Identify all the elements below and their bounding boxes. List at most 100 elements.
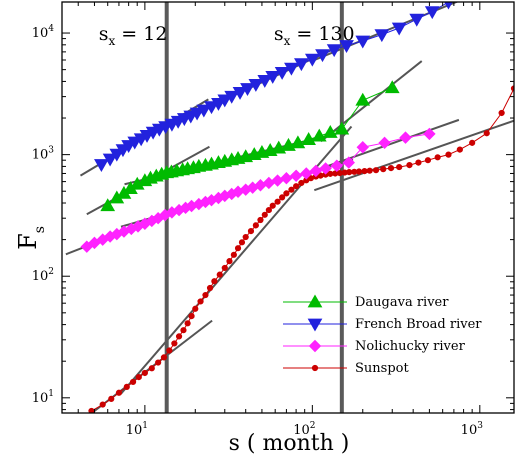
data-point-3-32	[261, 211, 268, 218]
data-point-1-38	[444, 2, 453, 10]
legend-label-0: Daugava river	[355, 295, 449, 310]
y-tick-label-exp: 1	[48, 389, 54, 399]
x-tick-label-base: 10	[461, 423, 478, 438]
legend-entry-2: Nolichucky river	[283, 339, 466, 354]
data-point-3-52	[355, 168, 363, 175]
data-point-3-63	[445, 151, 452, 158]
fit-line-3-2	[313, 119, 514, 192]
legend-label-2: Nolichucky river	[355, 339, 466, 354]
fit-line-0-2	[320, 60, 423, 143]
x-axis-title: s ( month )	[229, 431, 350, 456]
x-tick-label-1: 102	[293, 421, 315, 438]
data-point-3-58	[396, 163, 403, 171]
legend-marker-1	[307, 318, 323, 332]
data-point-2-27	[271, 174, 284, 187]
data-point-3-33	[265, 206, 272, 214]
data-point-3-37	[283, 190, 290, 197]
data-point-3-57	[387, 164, 395, 172]
data-point-0-29	[301, 132, 316, 145]
data-point-2-32	[319, 162, 332, 175]
data-point-3-19	[202, 291, 209, 299]
data-point-3-18	[197, 298, 204, 305]
data-point-3-24	[226, 258, 233, 265]
y-tick-label-base: 10	[32, 26, 49, 41]
data-point-2-28	[280, 171, 293, 185]
data-point-3-14	[180, 327, 187, 334]
data-point-3-35	[274, 198, 281, 205]
crossover-label-var: s	[274, 23, 284, 45]
data-point-1-30	[315, 49, 330, 63]
data-point-3-50	[346, 169, 353, 176]
data-point-1-22	[240, 83, 255, 96]
crossover-label-0: sx = 12	[99, 23, 168, 48]
data-point-3-34	[269, 202, 276, 209]
data-point-2-37	[399, 131, 412, 144]
data-point-3-27	[238, 239, 246, 246]
data-point-3-67	[498, 109, 505, 117]
data-point-3-25	[230, 251, 237, 258]
data-point-1-24	[257, 75, 273, 88]
data-point-3-65	[469, 139, 476, 146]
data-point-3-64	[456, 146, 463, 153]
data-point-1-1	[102, 153, 118, 167]
data-point-3-54	[366, 167, 373, 174]
x-tick-label-base: 10	[126, 423, 143, 438]
y-tick-label-1: 102	[32, 267, 54, 284]
crossover-label-1: sx = 130	[274, 23, 355, 48]
data-point-1-0	[94, 159, 109, 172]
series-1	[94, 2, 453, 172]
legend: Daugava river French Broad river Nolichuck…	[283, 294, 482, 376]
data-point-1-37	[424, 6, 440, 20]
data-point-1-33	[355, 35, 371, 49]
data-point-3-2	[108, 395, 115, 402]
data-point-3-40	[298, 179, 305, 187]
data-point-3-17	[192, 305, 199, 312]
x-tick-label-2: 103	[461, 421, 484, 438]
y-tick-label-exp: 2	[48, 267, 54, 277]
data-point-3-21	[211, 278, 218, 285]
data-point-3-28	[242, 233, 249, 241]
x-tick-label-exp: 3	[477, 421, 483, 431]
data-point-1-16	[196, 104, 212, 118]
data-point-3-6	[135, 374, 142, 381]
y-axis-title: Fs	[14, 226, 48, 250]
data-point-1-20	[224, 90, 240, 104]
data-point-3-8	[148, 365, 155, 372]
data-point-3-22	[216, 271, 223, 278]
data-point-1-32	[339, 40, 354, 53]
data-point-2-31	[309, 164, 323, 178]
data-point-0-0	[100, 198, 116, 212]
data-point-1-29	[304, 53, 320, 67]
crossover-annotations: sx = 12 sx = 130	[99, 23, 355, 48]
data-point-3-55	[372, 167, 380, 174]
y-tick-label-0: 101	[32, 389, 54, 406]
data-point-0-28	[290, 135, 306, 149]
crossover-label-var: s	[99, 23, 109, 45]
legend-marker-0	[307, 294, 323, 308]
data-point-3-23	[221, 264, 228, 272]
crossover-label-value: = 130	[290, 23, 354, 45]
x-tick-label-base: 10	[293, 423, 310, 438]
data-point-0-32	[334, 121, 350, 135]
y-axis-title-main: F	[14, 233, 42, 250]
data-point-3-56	[380, 166, 387, 173]
data-point-1-27	[284, 62, 299, 76]
data-point-3-5	[129, 378, 137, 386]
data-point-0-30	[311, 128, 327, 142]
data-point-2-33	[330, 159, 344, 172]
data-point-3-38	[288, 186, 295, 193]
data-point-3-39	[293, 183, 300, 190]
data-point-1-34	[374, 29, 390, 43]
data-point-1-19	[217, 94, 233, 108]
data-point-3-53	[361, 168, 368, 175]
data-point-1-28	[294, 58, 309, 72]
x-tick-label-0: 101	[126, 421, 148, 438]
data-point-1-21	[232, 87, 248, 100]
data-point-1-23	[248, 79, 264, 92]
data-point-3-30	[252, 222, 259, 229]
legend-label-3: Sunspot	[355, 361, 409, 376]
crossover-lines	[164, 2, 344, 413]
y-tick-label-base: 10	[32, 148, 49, 163]
